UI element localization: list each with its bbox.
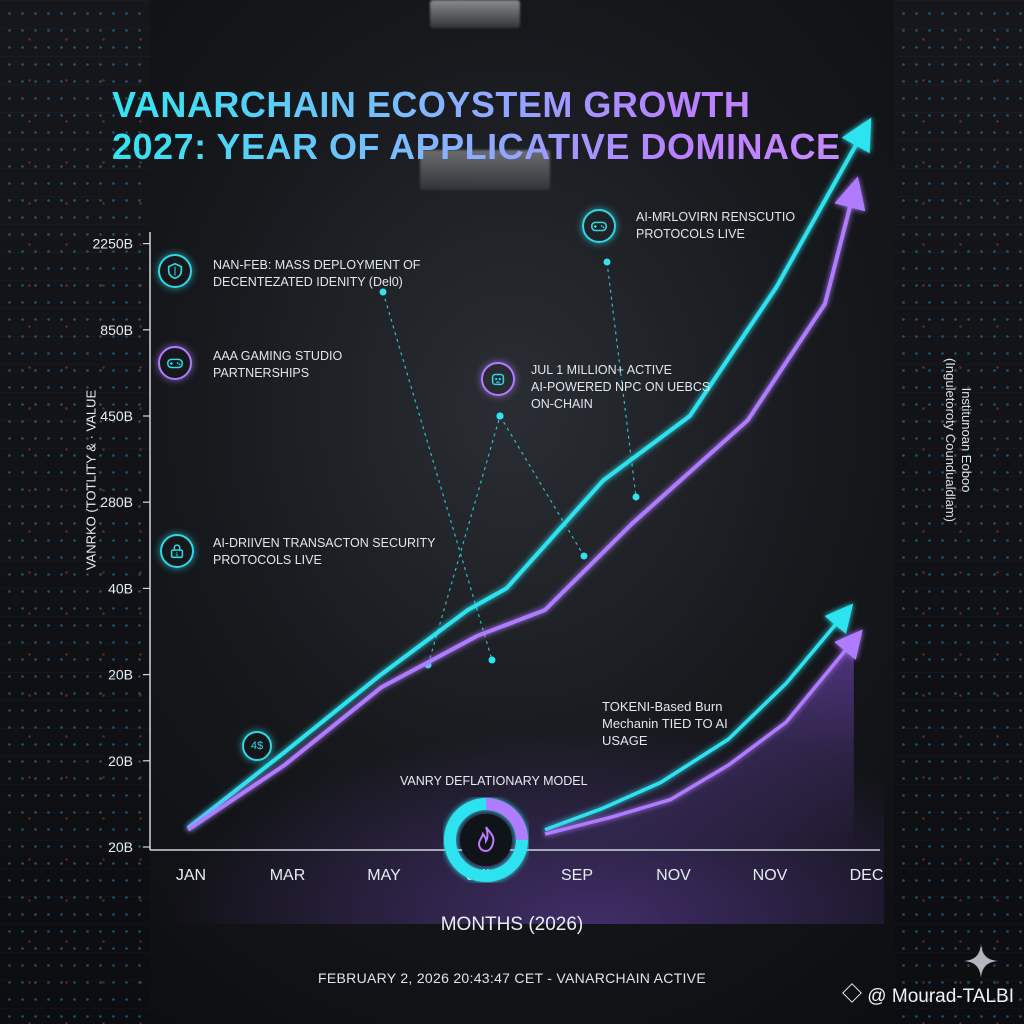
annotation-gaming: AAA GAMING STUDIO PARTNERSHIPS [213,348,342,382]
annotation-security-line-1: AI-DRIIVEN TRANSACTON SECURITY [213,536,436,550]
donut-label: VANRY DEFLATIONARY MODEL [400,774,588,788]
flame-icon [477,826,495,853]
sparkle-icon [964,944,998,978]
annotation-protocols-line-2: PROTOCOLS LIVE [636,227,745,241]
y-tick-label: 20B [108,839,133,855]
annotation-point [488,656,496,664]
right-axis-label: Institunoan Eoboo (Inguletoroty Coundual… [942,358,974,522]
annotation-protocols: AI-MRLOVIRN RENSCUTIO PROTOCOLS LIVE [636,209,795,243]
annotation-connector [427,415,501,666]
y-axis-label: VANRKO (TOTLITY & · VALUE [83,389,99,571]
footer-timestamp: FEBRUARY 2, 2026 20:43:47 CET - VANARCHA… [318,970,706,986]
annotation-point [603,258,611,266]
annotation-protocols-line-1: AI-MRLOVIRN RENSCUTIO [636,210,796,224]
x-tick-label: MAY [367,867,401,884]
server-rack-right [894,0,1024,1024]
annotation-burn-line-1: TOKENI-Based Burn [602,699,723,714]
annotation-gaming-line-1: AAA GAMING STUDIO [213,349,343,363]
annotation-identity-line-1: NAN-FEB: MASS DEPLOYMENT OF [213,258,421,272]
annotation-burn-line-3: USAGE [602,733,648,748]
annotation-connector [382,291,493,661]
shield-icon [158,254,192,288]
annotation-identity: NAN-FEB: MASS DEPLOYMENT OF DECENTEZATED… [213,257,420,291]
y-tick-label: 280B [100,494,133,510]
gamepad-icon [158,346,192,380]
annotation-point [379,288,387,296]
x-tick-label: SEP [561,867,593,884]
annotation-identity-line-2: DECENTEZATED IDENITY (Del0) [213,275,403,289]
annotation-burn: TOKENI-Based Burn Mechanin TIED TO AI US… [602,698,728,749]
annotation-npc-line-2: AI-POWERED NPC ON UEBCS [531,380,711,394]
burn-area [545,640,854,847]
gamepad-icon [582,209,616,243]
right-axis-label-line-1: Institunoan Eoboo [959,387,974,493]
y-tick-label: 20B [108,753,133,769]
annotation-point [632,493,640,501]
author-credit: @ Mourad-TALBI [842,983,1014,1008]
author-credit-text: @ Mourad-TALBI [867,986,1014,1007]
annotation-security-line-2: PROTOCOLS LIVE [213,553,322,567]
x-tick-label: MAR [270,867,306,884]
annotation-npc-line-3: ON-CHAIN [531,397,593,411]
binance-icon [842,983,863,1003]
deflationary-donut [444,798,528,882]
coin-icon-text: 4$ [250,740,264,752]
ceiling-light [430,0,520,28]
y-tick-label: 450B [100,408,133,424]
annotation-point [580,552,588,560]
svg-text:$: $ [175,552,178,558]
robot-icon [481,362,515,396]
x-axis-label: MONTHS (2026) [440,914,584,935]
lock-icon: $ [160,534,194,568]
right-axis-label-line-2: (Inguletoroty Coundualdlam) [943,357,958,523]
annotation-burn-line-2: Mechanin TIED TO AI [602,716,728,731]
series-line-1 [186,117,872,830]
annotation-security: AI-DRIIVEN TRANSACTON SECURITY PROTOCOLS… [213,535,436,569]
annotation-connector [499,415,585,557]
ceiling-light [420,150,550,190]
annotation-npc: JUL 1 MILLION+ ACTIVE AI-POWERED NPC ON … [531,362,710,413]
y-tick-label: 20B [108,667,133,683]
x-tick-label: JAN [176,867,206,884]
series-line-3 [544,603,854,832]
series-line-2 [186,176,866,832]
y-tick-label: 2250B [93,236,133,252]
y-tick-label: 40B [108,580,133,596]
series-line-4 [544,629,863,836]
x-tick-label: DEC [850,867,884,884]
x-tick-label: NOV [656,867,691,884]
annotation-point [496,412,504,420]
server-rack-left [0,0,150,1024]
annotation-npc-line-1: JUL 1 MILLION+ ACTIVE [531,363,672,377]
y-tick-label: 850B [100,322,133,338]
x-tick-label: NOV [753,867,788,884]
annotation-gaming-line-2: PARTNERSHIPS [213,366,310,380]
coin-icon: 4$ [242,731,272,761]
